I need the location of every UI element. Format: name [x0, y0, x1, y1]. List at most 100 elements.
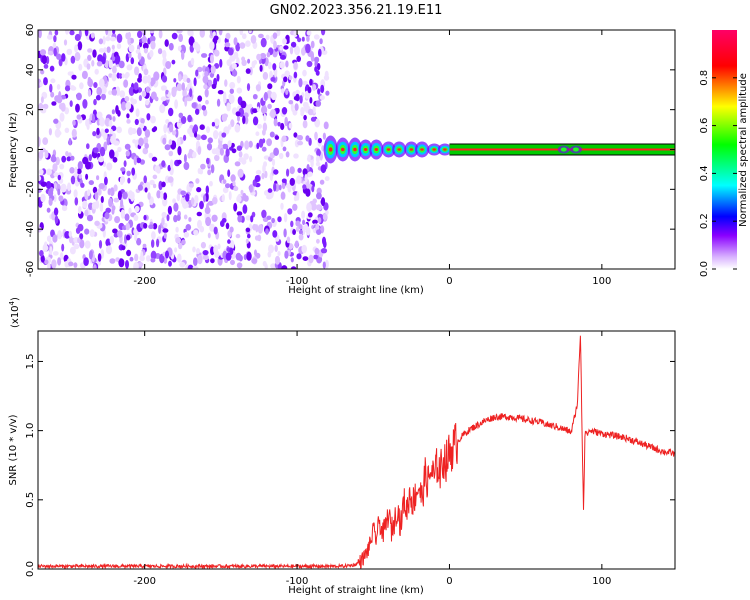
noise-speckle	[86, 214, 94, 222]
noise-speckle	[53, 182, 58, 190]
noise-speckle	[117, 190, 122, 201]
noise-speckle	[78, 173, 83, 179]
noise-speckle	[317, 137, 322, 144]
colorbar: 0.0 0.2 0.4 0.6 0.8 Normalized spectral ampl…	[699, 30, 749, 277]
noise-speckle	[111, 109, 115, 115]
noise-speckle	[222, 187, 229, 194]
colorbar-tick-label: 0.4	[699, 165, 710, 181]
noise-speckle	[317, 217, 322, 224]
noise-speckle	[210, 258, 215, 264]
noise-speckle	[225, 32, 231, 40]
noise-speckle	[173, 78, 177, 83]
noise-speckle	[205, 185, 209, 194]
noise-speckle	[195, 108, 200, 115]
noise-speckle	[164, 144, 171, 151]
noise-speckle	[298, 233, 304, 241]
noise-speckle	[38, 30, 42, 39]
noise-speckle	[124, 213, 130, 221]
noise-speckle	[222, 113, 229, 119]
noise-speckle	[79, 239, 85, 249]
noise-speckle	[310, 40, 315, 49]
noise-speckle	[74, 33, 81, 42]
noise-speckle	[281, 265, 288, 269]
noise-speckle	[147, 192, 151, 200]
noise-speckle	[133, 261, 139, 269]
noise-speckle	[61, 243, 65, 252]
noise-speckle	[280, 88, 285, 94]
noise-speckle	[255, 169, 262, 175]
noise-speckle	[189, 183, 194, 188]
noise-speckle	[200, 134, 207, 141]
noise-speckle	[324, 259, 329, 269]
x-tick-label: 0	[446, 576, 452, 587]
noise-speckle	[265, 228, 269, 235]
noise-speckle	[238, 157, 245, 163]
noise-speckle	[263, 91, 268, 101]
noise-speckle	[191, 151, 197, 159]
noise-speckle	[133, 214, 139, 221]
noise-speckle	[242, 33, 247, 40]
noise-speckle	[206, 126, 210, 134]
noise-speckle	[149, 179, 155, 186]
noise-speckle	[212, 197, 218, 205]
noise-speckle	[285, 89, 289, 96]
noise-speckle	[217, 90, 224, 95]
noise-speckle	[57, 230, 62, 240]
noise-speckle	[187, 127, 193, 135]
noise-speckle	[296, 55, 302, 63]
noise-speckle	[210, 54, 214, 64]
noise-speckle	[214, 49, 220, 57]
noise-speckle	[288, 100, 294, 105]
noise-speckle	[129, 256, 134, 262]
noise-speckle	[293, 195, 298, 202]
noise-speckle	[50, 155, 57, 163]
noise-speckle	[233, 51, 239, 59]
noise-speckle	[297, 37, 302, 43]
noise-speckle	[145, 99, 150, 106]
noise-speckle	[126, 170, 131, 177]
noise-speckle	[283, 228, 287, 238]
noise-speckle	[285, 60, 289, 68]
noise-speckle	[296, 135, 303, 140]
noise-speckle	[246, 83, 251, 92]
noise-speckle	[229, 81, 236, 89]
noise-speckle	[87, 189, 91, 197]
noise-speckle	[245, 40, 251, 47]
noise-speckle	[67, 71, 73, 76]
noise-speckle	[96, 118, 101, 126]
noise-speckle	[235, 233, 241, 239]
noise-speckle	[183, 202, 189, 209]
noise-speckle	[116, 33, 123, 43]
noise-speckle	[74, 51, 81, 62]
noise-speckle	[52, 251, 59, 256]
noise-speckle	[184, 97, 188, 107]
noise-speckle	[39, 81, 43, 87]
noise-speckle	[82, 200, 88, 209]
noise-speckle	[43, 77, 48, 86]
noise-speckle	[112, 116, 116, 122]
noise-speckle	[109, 149, 115, 159]
noise-speckle	[280, 54, 286, 60]
noise-speckle	[293, 132, 298, 138]
noise-speckle	[120, 199, 124, 208]
noise-speckle	[251, 60, 256, 69]
noise-speckle	[143, 68, 149, 76]
noise-speckle	[303, 114, 307, 121]
noise-speckle	[158, 30, 163, 39]
noise-speckle	[167, 205, 172, 215]
noise-speckle	[262, 122, 268, 132]
noise-speckle	[96, 175, 100, 181]
signal-blob-peak	[353, 147, 357, 152]
noise-speckle	[92, 131, 97, 137]
noise-speckle	[68, 137, 72, 146]
noise-speckle	[39, 250, 44, 257]
noise-speckle	[143, 175, 147, 184]
noise-speckle	[269, 131, 275, 138]
noise-speckle	[115, 257, 120, 262]
noise-speckle	[109, 235, 115, 245]
noise-speckle	[116, 126, 122, 134]
noise-speckle	[228, 191, 232, 201]
noise-speckle	[168, 107, 174, 117]
noise-speckle	[202, 250, 209, 256]
noise-speckle	[295, 226, 300, 232]
